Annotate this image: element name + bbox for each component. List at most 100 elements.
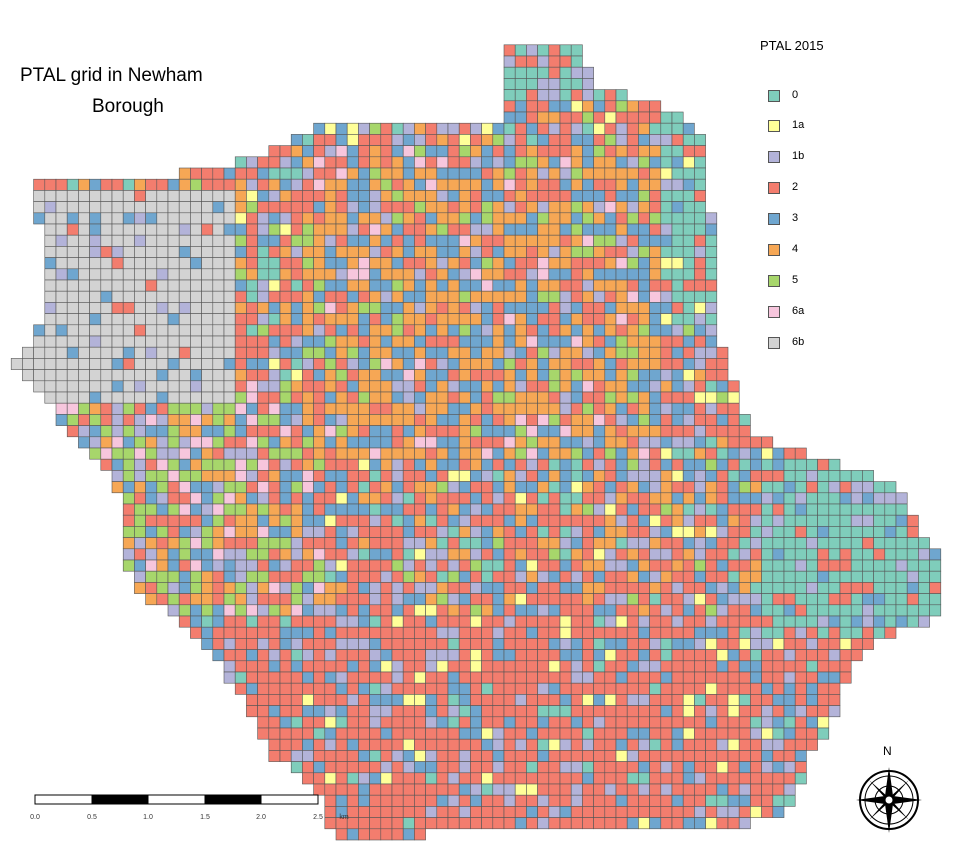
grid-cell — [470, 369, 482, 382]
grid-cell — [358, 436, 370, 449]
grid-cell — [514, 223, 527, 236]
grid-cell — [570, 671, 583, 684]
grid-cell — [615, 436, 628, 449]
grid-cell — [458, 458, 471, 471]
grid-cell — [279, 313, 292, 326]
grid-cell — [145, 313, 158, 326]
grid-cell — [414, 526, 426, 538]
grid-cell — [346, 358, 359, 370]
grid-cell — [380, 626, 393, 639]
grid-cell — [783, 750, 796, 762]
grid-cell — [324, 514, 337, 527]
grid-cell — [817, 582, 830, 594]
grid-cell — [537, 100, 550, 113]
grid-cell — [55, 212, 68, 225]
grid-cell — [402, 626, 415, 639]
grid-cell — [548, 402, 561, 415]
grid-cell — [134, 548, 146, 561]
grid-cell — [481, 514, 494, 527]
grid-cell — [593, 514, 606, 527]
grid-cell — [503, 380, 516, 393]
grid-cell — [570, 772, 583, 785]
grid-cell — [750, 604, 762, 617]
grid-cell — [335, 638, 348, 650]
grid-cell — [481, 279, 494, 292]
grid-cell — [100, 302, 113, 314]
grid-cell — [783, 593, 796, 606]
grid-cell — [447, 223, 460, 236]
grid-cell — [626, 705, 639, 718]
grid-cell — [324, 425, 337, 438]
grid-cell — [582, 246, 594, 258]
grid-cell — [402, 190, 415, 202]
grid-cell — [604, 122, 617, 135]
grid-cell — [649, 481, 662, 494]
grid-cell — [492, 649, 505, 662]
legend-label: 6b — [792, 336, 805, 348]
grid-cell — [638, 369, 650, 382]
grid-cell — [526, 122, 538, 135]
grid-cell — [470, 705, 482, 718]
grid-cell — [302, 257, 314, 270]
grid-cell — [514, 436, 527, 449]
grid-cell — [582, 358, 594, 370]
grid-cell — [111, 481, 124, 494]
grid-cell — [604, 313, 617, 326]
grid-cell — [33, 346, 46, 359]
grid-cell — [772, 559, 785, 572]
grid-cell — [604, 402, 617, 415]
grid-cell — [201, 559, 214, 572]
grid-cell — [794, 649, 807, 662]
grid-cell — [738, 694, 751, 706]
grid-cell — [548, 324, 561, 337]
grid-cell — [503, 89, 516, 102]
grid-cell — [514, 447, 527, 460]
grid-cell — [537, 582, 550, 594]
grid-cell — [279, 750, 292, 762]
grid-cell — [190, 593, 202, 606]
grid-cell — [660, 727, 673, 740]
grid-cell — [727, 660, 740, 673]
grid-cell — [380, 492, 393, 505]
grid-cell — [145, 201, 158, 214]
grid-cell — [313, 447, 326, 460]
grid-cell — [391, 638, 404, 650]
grid-cell — [425, 526, 438, 538]
grid-cell — [458, 638, 471, 650]
grid-cell — [324, 626, 337, 639]
grid-cell — [234, 257, 247, 270]
grid-cell — [682, 234, 695, 247]
grid-cell — [201, 582, 214, 594]
grid-cell — [705, 582, 718, 594]
grid-cell — [514, 122, 527, 135]
grid-cell — [436, 212, 449, 225]
grid-cell — [626, 694, 639, 706]
grid-cell — [582, 783, 594, 796]
grid-cell — [335, 268, 348, 281]
grid-cell — [391, 750, 404, 762]
grid-cell — [391, 458, 404, 471]
grid-cell — [649, 369, 662, 382]
grid-cell — [626, 806, 639, 818]
grid-cell — [582, 794, 594, 807]
grid-cell — [402, 794, 415, 807]
grid-cell — [615, 324, 628, 337]
grid-cell — [201, 492, 214, 505]
grid-cell — [514, 201, 527, 214]
grid-cell — [212, 223, 225, 236]
grid-cell — [537, 526, 550, 538]
grid-cell — [526, 212, 538, 225]
grid-cell — [548, 111, 561, 124]
grid-cell — [570, 593, 583, 606]
grid-cell — [346, 582, 359, 594]
grid-cell — [380, 649, 393, 662]
grid-cell — [134, 190, 146, 202]
grid-cell — [414, 223, 426, 236]
grid-cell — [324, 178, 337, 191]
grid-cell — [358, 402, 370, 415]
grid-cell — [302, 268, 314, 281]
grid-cell — [649, 660, 662, 673]
grid-cell — [78, 257, 90, 270]
grid-cell — [794, 638, 807, 650]
grid-cell — [526, 201, 538, 214]
